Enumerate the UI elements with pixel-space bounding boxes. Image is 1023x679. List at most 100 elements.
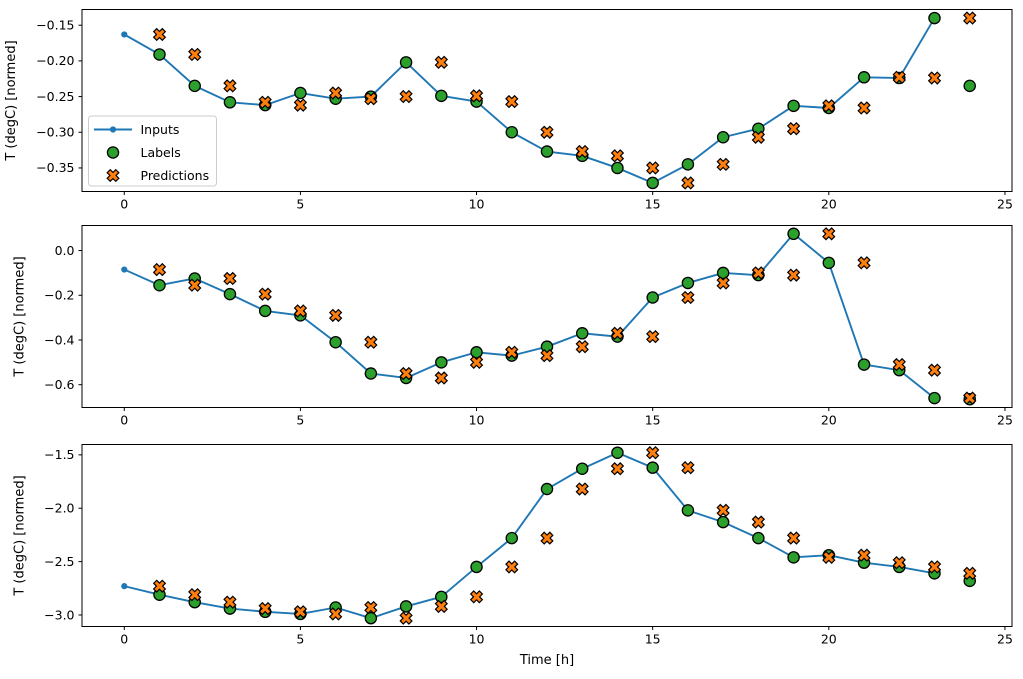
label-point bbox=[435, 89, 448, 103]
prediction-point bbox=[892, 357, 906, 372]
y-axis-title: T (degC) [normed] bbox=[13, 256, 28, 377]
label-point bbox=[399, 56, 413, 69]
x-axis-title: Time [h] bbox=[519, 653, 574, 668]
input-point bbox=[121, 31, 128, 38]
legend-x-sample bbox=[106, 168, 120, 183]
prediction-point bbox=[540, 531, 554, 545]
prediction-point bbox=[822, 99, 836, 113]
inputs-line bbox=[123, 17, 936, 184]
label-point bbox=[928, 391, 941, 405]
y-axis-title: T (degC) [normed] bbox=[4, 40, 19, 161]
legend-label: Predictions bbox=[141, 168, 210, 183]
prediction-point bbox=[681, 460, 695, 475]
x-tick-label: 20 bbox=[821, 197, 837, 212]
y-tick-label: −0.15 bbox=[36, 18, 74, 33]
label-point bbox=[646, 291, 659, 304]
legend-circle-sample bbox=[106, 146, 120, 159]
x-tick-label: 5 bbox=[296, 197, 304, 212]
x-tick-label: 25 bbox=[997, 197, 1013, 212]
labels-series bbox=[153, 446, 976, 625]
label-point bbox=[575, 327, 589, 340]
prediction-point bbox=[540, 348, 554, 363]
y-tick-label: −2.0 bbox=[44, 501, 74, 516]
inputs-series bbox=[121, 14, 938, 187]
prediction-point bbox=[328, 308, 343, 323]
prediction-point bbox=[857, 101, 871, 115]
subplot-2: 0 5 10 15 20 25 0.0 −0.2 −0.4 −0.6 T (degC) [norme… bbox=[13, 225, 1013, 428]
x-tick-label: 10 bbox=[469, 413, 485, 428]
prediction-point bbox=[575, 340, 589, 354]
prediction-point bbox=[540, 125, 554, 139]
label-point bbox=[963, 79, 976, 93]
x-tick-label: 5 bbox=[296, 632, 304, 647]
y-tick-label: −0.25 bbox=[36, 89, 74, 104]
prediction-point bbox=[223, 595, 237, 609]
subplot-3: 0 5 10 15 20 25 −1.5 −2.0 −2.5 −3.0 T (degC) [norm… bbox=[13, 444, 1013, 668]
y-axis-ticks: −1.5 −2.0 −2.5 −3.0 bbox=[44, 447, 82, 622]
label-point bbox=[822, 256, 836, 270]
y-axis-ticks: 0.0 −0.2 −0.4 −0.6 bbox=[44, 243, 82, 392]
prediction-point bbox=[927, 560, 942, 574]
prediction-point bbox=[645, 446, 660, 460]
prediction-point bbox=[364, 335, 378, 349]
label-point bbox=[716, 131, 730, 144]
x-tick-label: 25 bbox=[997, 413, 1013, 428]
prediction-point bbox=[399, 611, 413, 625]
prediction-point bbox=[645, 329, 660, 344]
label-point bbox=[505, 531, 519, 545]
predictions-series bbox=[152, 11, 977, 190]
prediction-point bbox=[681, 176, 695, 190]
prediction-point bbox=[751, 515, 766, 529]
prediction-point bbox=[822, 227, 836, 241]
prediction-point bbox=[434, 599, 449, 614]
prediction-point bbox=[575, 482, 589, 496]
prediction-point bbox=[223, 79, 237, 93]
prediction-point bbox=[293, 98, 308, 112]
x-tick-label: 5 bbox=[296, 413, 304, 428]
axes-spines bbox=[81, 9, 1013, 192]
prediction-point bbox=[751, 266, 766, 280]
prediction-point bbox=[188, 278, 202, 292]
y-tick-label: −2.5 bbox=[44, 554, 74, 569]
prediction-point bbox=[258, 95, 272, 109]
label-point bbox=[716, 515, 730, 529]
prediction-point bbox=[963, 566, 977, 581]
x-tick-label: 0 bbox=[120, 632, 128, 647]
y-tick-label: −0.30 bbox=[36, 125, 74, 140]
legend-dot-sample bbox=[109, 126, 117, 133]
prediction-point bbox=[152, 27, 167, 42]
prediction-point bbox=[469, 355, 484, 370]
y-axis-ticks: −0.15 −0.20 −0.25 −0.30 −0.35 bbox=[36, 18, 82, 175]
prediction-point bbox=[434, 371, 449, 385]
prediction-point bbox=[716, 276, 730, 290]
subplot-1: 0 5 10 15 20 25 −0.15 −0.20 −0.25 −0.30 −0.35 T (de… bbox=[4, 9, 1013, 212]
y-tick-label: −0.4 bbox=[44, 332, 74, 347]
prediction-point bbox=[892, 555, 906, 570]
x-tick-label: 10 bbox=[469, 197, 485, 212]
prediction-point bbox=[469, 590, 484, 604]
inputs-line bbox=[124, 451, 935, 620]
prediction-point bbox=[505, 560, 519, 574]
label-point bbox=[540, 482, 554, 496]
prediction-point bbox=[258, 287, 272, 301]
label-point bbox=[575, 462, 589, 475]
y-tick-label: −3.0 bbox=[44, 607, 74, 622]
label-point bbox=[470, 346, 483, 359]
label-point bbox=[752, 531, 765, 545]
input-point bbox=[121, 583, 128, 590]
prediction-point bbox=[645, 161, 660, 175]
x-tick-label: 10 bbox=[469, 632, 485, 647]
x-axis-ticks: 0 5 10 15 20 25 bbox=[120, 407, 1013, 428]
label-point bbox=[681, 158, 695, 171]
y-tick-label: 0.0 bbox=[55, 243, 75, 258]
label-point bbox=[364, 611, 378, 625]
prediction-point bbox=[364, 92, 378, 106]
predictions-series bbox=[152, 446, 977, 625]
x-tick-label: 0 bbox=[120, 413, 128, 428]
axes-spines bbox=[81, 225, 1013, 408]
predictions-series bbox=[152, 227, 977, 405]
label-point bbox=[787, 99, 800, 113]
label-point bbox=[223, 96, 237, 109]
